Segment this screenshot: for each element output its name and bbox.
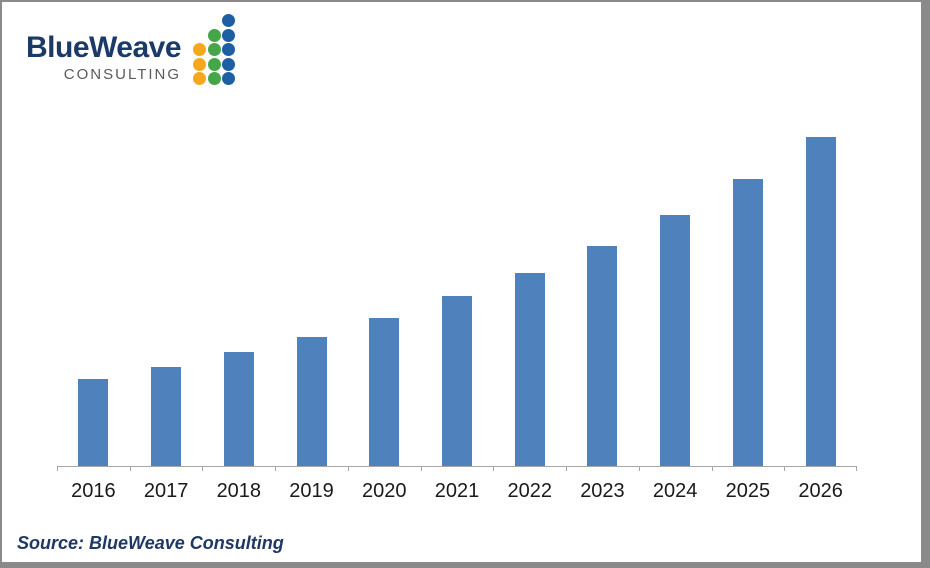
x-axis-label-2016: 2016 <box>71 480 116 502</box>
bar-2020 <box>369 318 400 466</box>
x-axis-tick <box>57 466 58 471</box>
logo-dot-orange <box>193 57 207 71</box>
x-axis-tick <box>856 466 857 471</box>
logo-dot-blue <box>222 14 236 27</box>
logo-text-block: BlueWeave CONSULTING <box>26 31 182 85</box>
x-axis-label-2023: 2023 <box>580 480 625 502</box>
source-caption: Source: BlueWeave Consulting <box>17 533 284 553</box>
x-axis-line <box>57 466 857 467</box>
logo-dot-blue <box>222 57 236 71</box>
x-axis-label-2019: 2019 <box>289 480 334 502</box>
logo-dots-icon <box>193 14 236 85</box>
logo-subtitle-text: CONSULTING <box>63 66 182 83</box>
x-axis-label-2018: 2018 <box>216 480 262 502</box>
x-axis-tick <box>129 466 131 471</box>
logo-dot-blue <box>222 28 236 42</box>
logo-dot-green <box>207 72 221 85</box>
blueweave-logo: BlueWeave CONSULTING <box>26 14 236 85</box>
x-axis-label-2024: 2024 <box>652 480 698 502</box>
bar-2019 <box>296 337 327 466</box>
bar-2018 <box>223 352 254 466</box>
x-axis-label-2026: 2026 <box>798 480 843 502</box>
x-axis-tick <box>202 466 204 471</box>
x-axis-tick <box>275 466 277 471</box>
bar-2017 <box>151 367 182 466</box>
x-axis-label-2022: 2022 <box>507 480 552 502</box>
x-axis-tick <box>784 466 786 471</box>
logo-dot-green <box>207 43 221 56</box>
logo-dot-blue <box>222 72 236 85</box>
logo-dot-orange <box>193 72 207 85</box>
x-axis-tick <box>347 466 349 471</box>
bar-2023 <box>587 246 618 466</box>
bar-2026 <box>805 137 836 466</box>
logo-dot-green <box>207 28 221 42</box>
x-axis-label-2021: 2021 <box>434 480 480 502</box>
logo-brand-text: BlueWeave <box>26 31 182 64</box>
bar-2024 <box>660 215 691 466</box>
x-axis-label-2025: 2025 <box>725 480 771 502</box>
bar-chart: 2016 2017 2018 2019 2020 2021 2022 2023 2024 2025… <box>57 133 857 502</box>
x-axis-label-2017: 2017 <box>143 480 189 502</box>
x-axis-tick <box>566 466 568 471</box>
bar-2021 <box>442 296 472 466</box>
bar-2016 <box>78 379 109 466</box>
bar-2025 <box>732 179 763 466</box>
x-axis-tick <box>638 466 640 471</box>
logo-dot-blue <box>222 43 236 56</box>
x-axis-tick <box>493 466 495 471</box>
bar-2022 <box>514 273 545 466</box>
x-axis-label-2020: 2020 <box>362 480 407 502</box>
logo-dot-green <box>207 57 221 71</box>
x-axis-tick <box>420 466 422 471</box>
x-axis-tick <box>711 466 713 471</box>
chart-plot-area <box>57 133 857 466</box>
logo-dot-orange <box>193 43 207 56</box>
